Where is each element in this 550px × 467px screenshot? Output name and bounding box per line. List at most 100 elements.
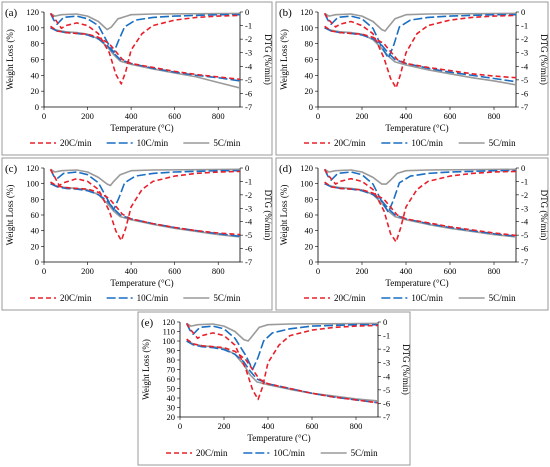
y2-axis-title: DTG (%/min): [539, 190, 549, 241]
dtg-line-5cmin: [50, 12, 240, 31]
y2-tick-label: -3: [245, 48, 252, 58]
tg-line-5cmin: [50, 27, 240, 89]
x-axis-title: Temperature (°C): [110, 123, 173, 133]
x-tick-label: 400: [125, 266, 138, 276]
panel-letter: (d): [279, 163, 292, 175]
panel-a: 0 200 400 600 800 0 20 40 60 80 100 120 0 -1 -2 -3 -4 -5 -…: [1, 1, 273, 156]
y2-tick-label: -1: [245, 176, 252, 186]
x-tick-label: 800: [212, 266, 225, 276]
y-tick-label: 120: [300, 163, 313, 173]
dtg-line-5cmin: [324, 12, 516, 32]
axes-frame: [43, 168, 241, 263]
axes-frame: [43, 12, 241, 108]
y-tick-label: 40: [305, 226, 314, 236]
y-tick-label: 60: [305, 210, 314, 220]
panel-c: 0 200 400 600 800 0 20 40 60 80 100 120 0 -1 -2 -3 -4 -5 -…: [1, 157, 273, 311]
x-tick-label: 0: [316, 266, 320, 276]
x-tick-label: 200: [218, 421, 231, 431]
panel-letter: (a): [5, 7, 18, 19]
y2-tick-label: -3: [521, 48, 528, 58]
legend-label: 5C/min: [351, 448, 379, 458]
y2-axis-title: DTG (%/min): [401, 344, 411, 395]
legend-label: 5C/min: [213, 138, 241, 148]
tg-line-10cmin: [324, 182, 516, 237]
x-tick-label: 0: [178, 421, 182, 431]
y-tick-label: 100: [162, 336, 175, 346]
y-tick-label: 40: [31, 226, 40, 236]
tg-line-20cmin: [50, 25, 240, 81]
y2-tick-label: -6: [521, 88, 528, 98]
y2-tick-label: -3: [383, 358, 390, 368]
y-axis-title: Weight Loss (%): [5, 29, 15, 90]
dtg-line-10cmin: [323, 168, 516, 214]
y-tick-label: 60: [31, 210, 40, 220]
panel-letter: (c): [5, 163, 18, 175]
plot-area: [49, 168, 240, 242]
tg-line-5cmin: [50, 182, 240, 238]
panel-d: 0 200 400 600 800 0 20 40 60 80 100 120 0 -1 -2 -3 -4 -5 -…: [275, 157, 549, 311]
tg-line-20cmin: [324, 181, 516, 237]
x-axis-title: Temperature (°C): [247, 433, 310, 443]
tg-line-10cmin: [50, 182, 240, 237]
tg-line-5cmin: [324, 182, 516, 238]
y2-tick-label: 0: [521, 7, 525, 17]
dtg-line-20cmin: [49, 168, 240, 242]
legend-label: 10C/min: [137, 138, 169, 148]
panel-letter: (e): [141, 317, 154, 329]
tg-line-5cmin: [186, 340, 378, 402]
y-tick-label: 20: [167, 412, 176, 422]
legend-label: 10C/min: [137, 293, 169, 303]
tg-line-10cmin: [324, 27, 516, 83]
y-tick-label: 0: [309, 257, 313, 267]
y2-tick-label: -2: [521, 34, 528, 44]
x-axis-title: Temperature (°C): [385, 278, 448, 288]
dtg-line-10cmin: [323, 13, 516, 59]
y2-tick-label: -5: [383, 385, 390, 395]
y2-axis-title: DTG (%/min): [539, 34, 549, 85]
dtg-line-10cmin: [49, 13, 240, 54]
x-tick-label: 800: [212, 111, 225, 121]
y2-tick-label: -6: [383, 398, 390, 408]
x-tick-label: 800: [488, 111, 501, 121]
y2-tick-label: -2: [521, 190, 528, 200]
x-tick-label: 0: [316, 111, 320, 121]
y-tick-label: 20: [31, 86, 40, 96]
y-tick-label: 100: [26, 23, 39, 33]
tg-line-5cmin: [324, 27, 516, 86]
x-tick-label: 200: [81, 111, 94, 121]
y2-tick-label: -4: [383, 371, 391, 381]
tg-line-20cmin: [50, 181, 240, 236]
dtg-line-20cmin: [185, 322, 378, 401]
x-tick-label: 400: [400, 111, 413, 121]
legend-label: 20C/min: [334, 138, 366, 148]
panel-frame: [137, 311, 411, 466]
y-tick-label: 60: [305, 55, 314, 65]
x-tick-label: 400: [262, 421, 275, 431]
y2-tick-label: -4: [245, 61, 253, 71]
y-tick-label: 110: [163, 327, 175, 337]
y-tick-label: 60: [31, 55, 40, 65]
y2-tick-label: 0: [521, 163, 525, 173]
y2-tick-label: -2: [245, 190, 252, 200]
legend-label: 5C/min: [489, 293, 517, 303]
y-tick-label: 120: [300, 7, 313, 17]
plot-area: [49, 12, 240, 89]
y-tick-label: 40: [305, 70, 314, 80]
panel-frame: [1, 1, 273, 156]
axes-frame: [179, 322, 379, 418]
legend-label: 20C/min: [60, 138, 92, 148]
y2-tick-label: 0: [383, 317, 387, 327]
y-tick-label: 100: [300, 179, 313, 189]
legend-label: 10C/min: [411, 293, 443, 303]
y2-tick-label: -6: [521, 244, 528, 254]
y-tick-label: 80: [167, 355, 176, 365]
panel-b: 0 200 400 600 800 0 20 40 60 80 100 120 0 -1 -2 -3 -4 -5 -…: [275, 1, 549, 156]
x-tick-label: 200: [356, 111, 369, 121]
y-tick-label: 70: [167, 365, 176, 375]
y-tick-label: 30: [167, 403, 176, 413]
y2-tick-label: -7: [521, 102, 528, 112]
y2-tick-label: -6: [245, 88, 252, 98]
y2-axis-title: DTG (%/min): [263, 34, 273, 85]
y-tick-label: 0: [309, 102, 313, 112]
